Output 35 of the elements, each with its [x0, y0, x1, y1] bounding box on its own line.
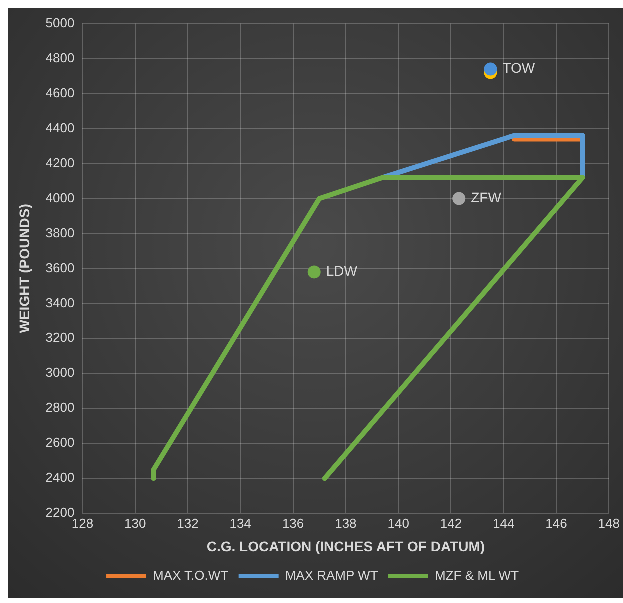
x-tick-label: 146: [546, 516, 568, 531]
x-tick-label: 144: [493, 516, 515, 531]
y-tick-label: 4200: [46, 155, 75, 170]
legend-label: MAX RAMP WT: [285, 568, 378, 584]
y-tick-label: 3600: [46, 260, 75, 276]
annotation: TOW: [502, 60, 536, 76]
y-tick-label: 3200: [46, 330, 75, 346]
annotation: LDW: [326, 263, 358, 280]
y-tick-label: 4800: [46, 50, 75, 66]
x-tick-label: 148: [598, 516, 620, 531]
x-tick-label: 136: [282, 516, 304, 531]
y-tick-label: 5000: [46, 15, 75, 30]
y-tick-label: 3000: [46, 365, 75, 380]
y-tick-label: 2400: [46, 470, 75, 486]
y-tick-label: 4400: [46, 120, 75, 136]
y-tick-label: 4600: [46, 85, 75, 100]
y-axis-title: WEIGHT (POUNDS): [16, 204, 32, 334]
x-tick-label: 132: [177, 516, 199, 531]
point: [308, 266, 321, 279]
point: [484, 62, 498, 76]
x-tick-label: 134: [230, 516, 252, 531]
legend-label: MZF & ML WT: [435, 568, 520, 584]
point: [452, 192, 466, 206]
y-tick-label: 3800: [46, 225, 75, 240]
x-axis-title: C.G. LOCATION (INCHES AFT OF DATUM): [206, 538, 486, 554]
y-tick-label: 2600: [46, 435, 75, 450]
x-tick-label: 130: [124, 516, 146, 531]
x-tick-label: 142: [440, 516, 462, 531]
y-tick-label: 2800: [46, 400, 75, 416]
legend-label: MAX T.O.WT: [153, 568, 229, 584]
y-tick-label: 4000: [46, 190, 75, 206]
annotation: ZFW: [471, 190, 502, 206]
x-tick-label: 138: [335, 516, 357, 531]
x-tick-label: 140: [388, 516, 410, 531]
y-tick-label: 3400: [46, 295, 75, 310]
